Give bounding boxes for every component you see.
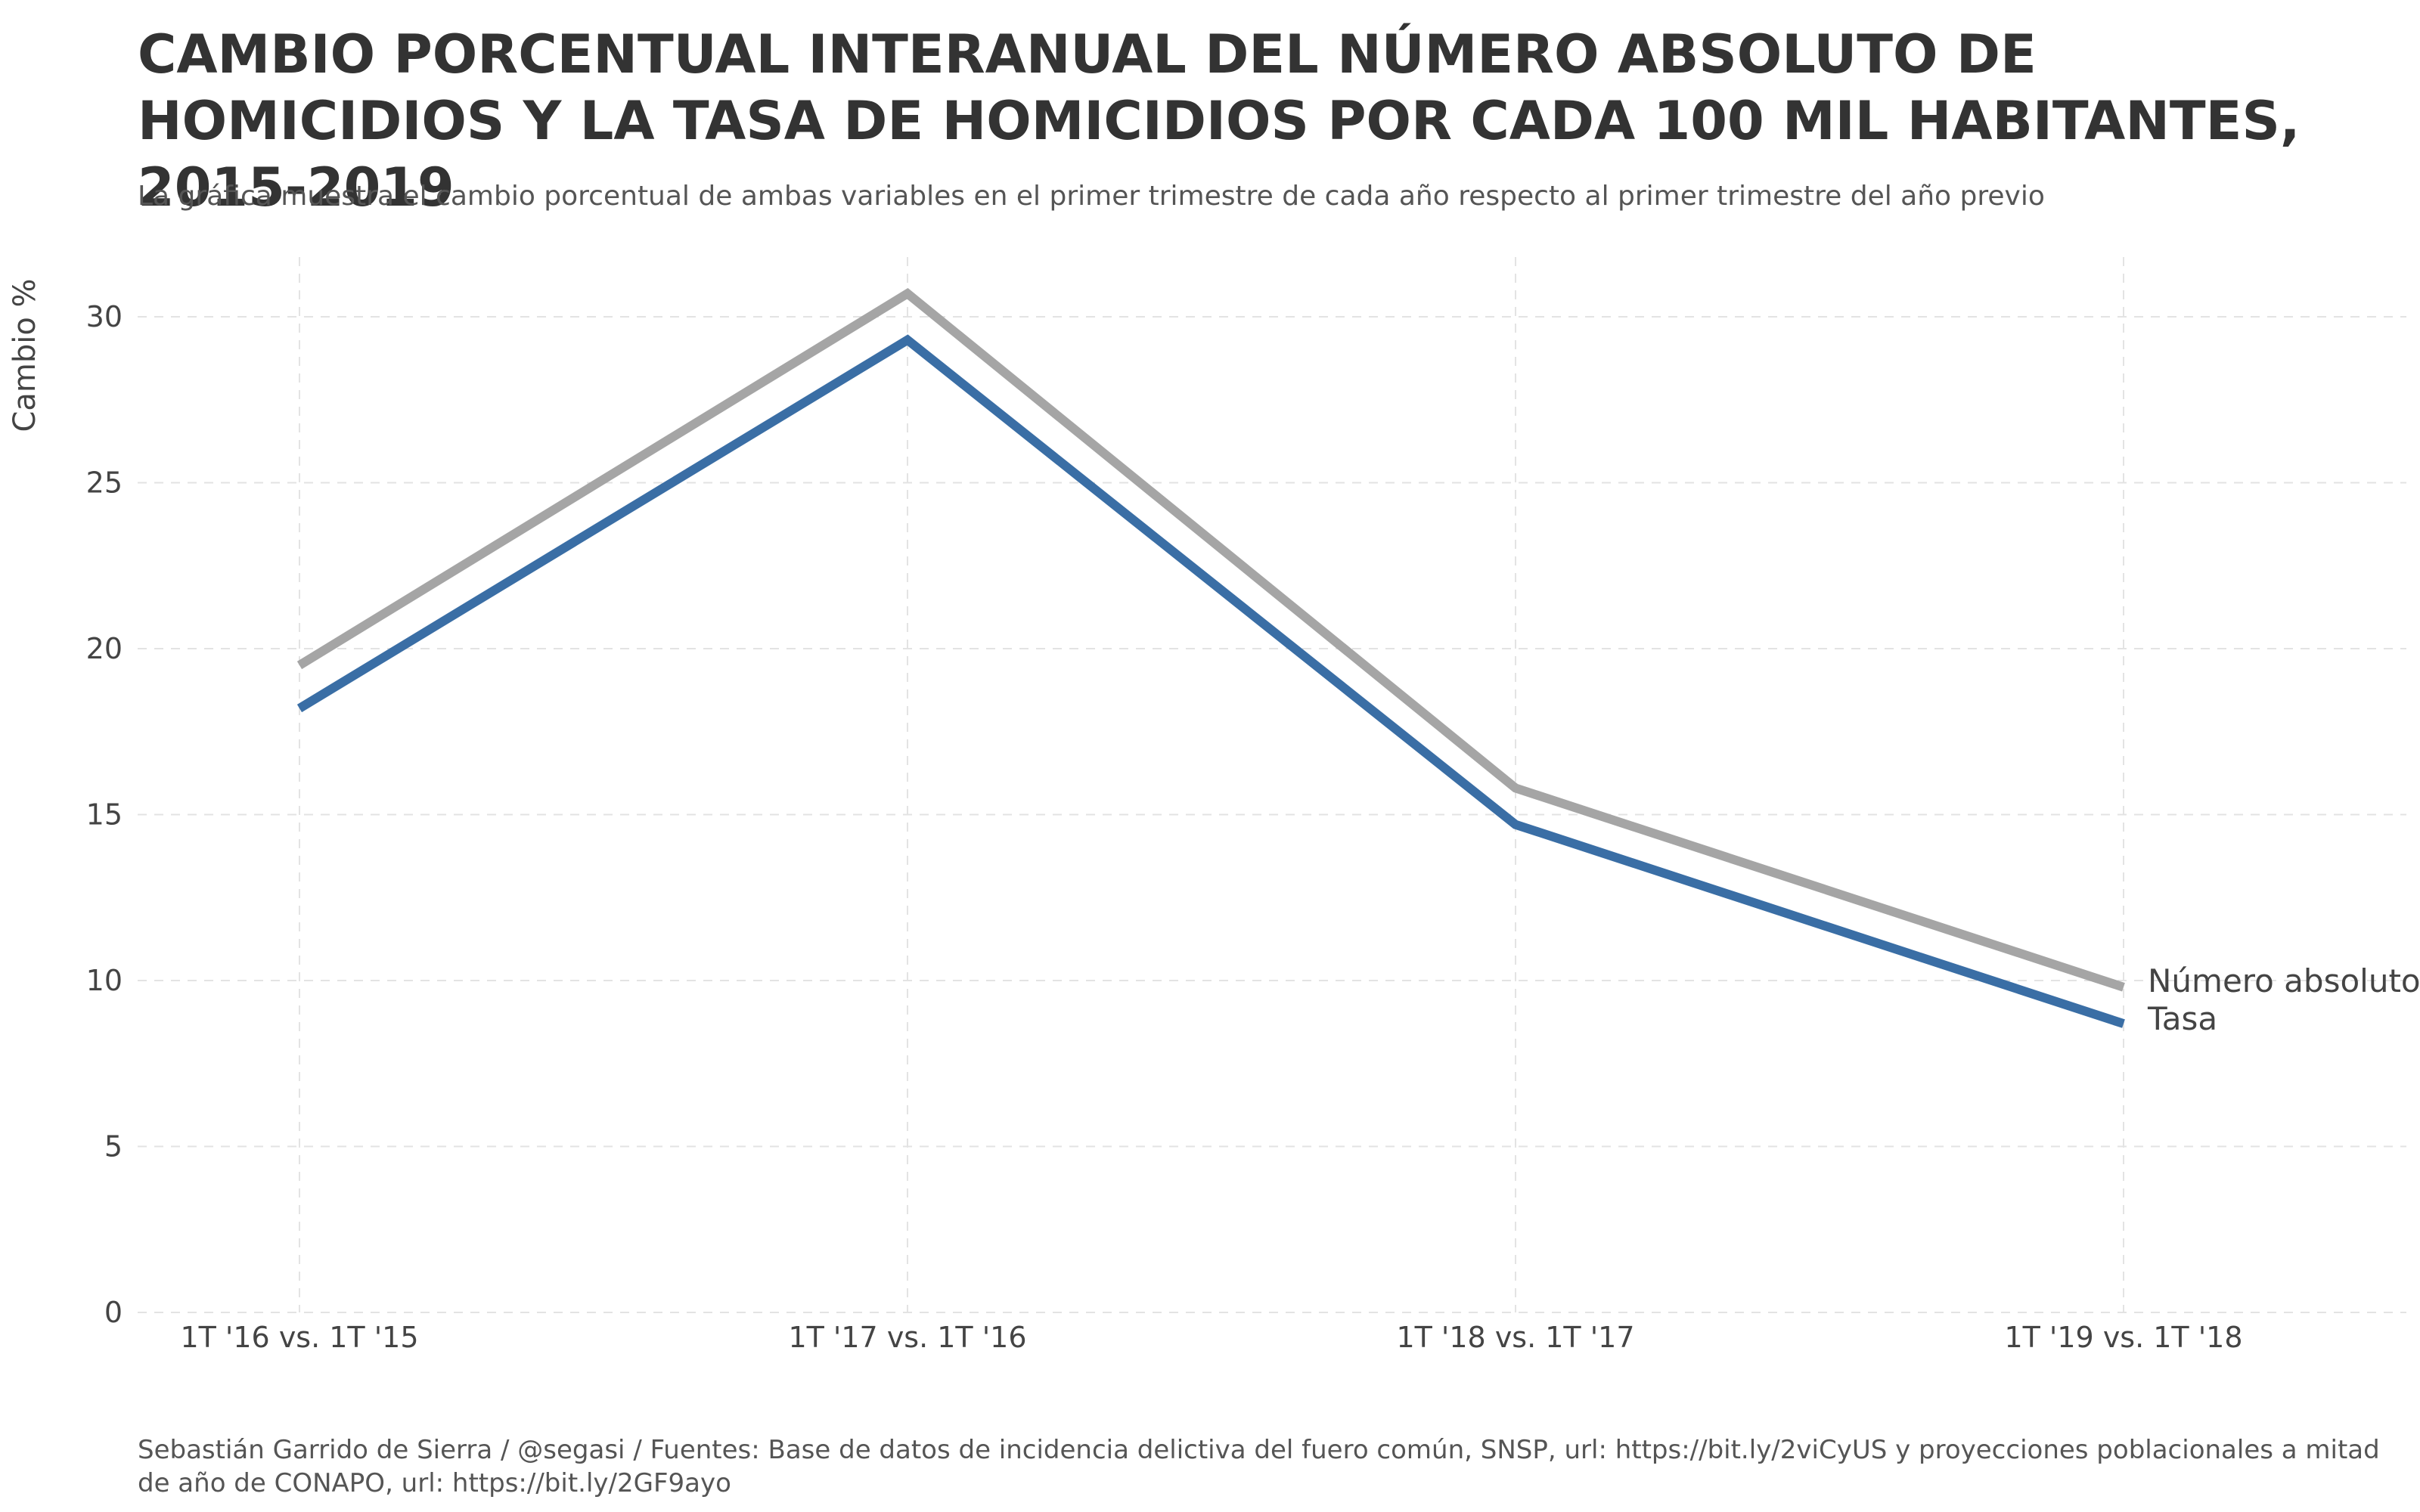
axes: 0 5 10 15 20 25 30 1T '16 vs. 1T '15 1T '17 vs. … bbox=[8, 278, 2243, 1354]
y-tick-label: 30 bbox=[86, 300, 123, 333]
x-tick-label: 1T '18 vs. 1T '17 bbox=[1396, 1321, 1634, 1354]
series-label-tasa: Tasa bbox=[2147, 1000, 2217, 1037]
y-tick-label: 10 bbox=[86, 964, 123, 997]
y-tick-label: 5 bbox=[104, 1130, 123, 1163]
series-label-numero-absoluto: Número absoluto bbox=[2148, 962, 2420, 999]
x-tick-label: 1T '16 vs. 1T '15 bbox=[180, 1321, 418, 1354]
y-tick-label: 20 bbox=[86, 632, 123, 665]
y-tick-label: 0 bbox=[104, 1296, 123, 1329]
series-lines bbox=[296, 287, 2125, 1028]
chart-title: CAMBIO PORCENTUAL INTERANUAL DEL NÚMERO … bbox=[138, 23, 2301, 218]
chart-subtitle: La gráfica muestra el cambio porcentual … bbox=[138, 181, 2045, 212]
x-tick-label: 1T '17 vs. 1T '16 bbox=[788, 1321, 1026, 1354]
x-tick-label: 1T '19 vs. 1T '18 bbox=[2004, 1321, 2242, 1354]
y-tick-label: 15 bbox=[86, 798, 123, 832]
grid-lines bbox=[138, 257, 2406, 1313]
y-tick-label: 25 bbox=[86, 466, 123, 500]
y-axis-title: Cambio % bbox=[8, 278, 42, 432]
series-line-tasa bbox=[296, 334, 2125, 1028]
chart-caption: Sebastián Garrido de Sierra / @segasi / … bbox=[138, 1435, 2380, 1498]
series-line-numero-absoluto bbox=[296, 287, 2125, 992]
